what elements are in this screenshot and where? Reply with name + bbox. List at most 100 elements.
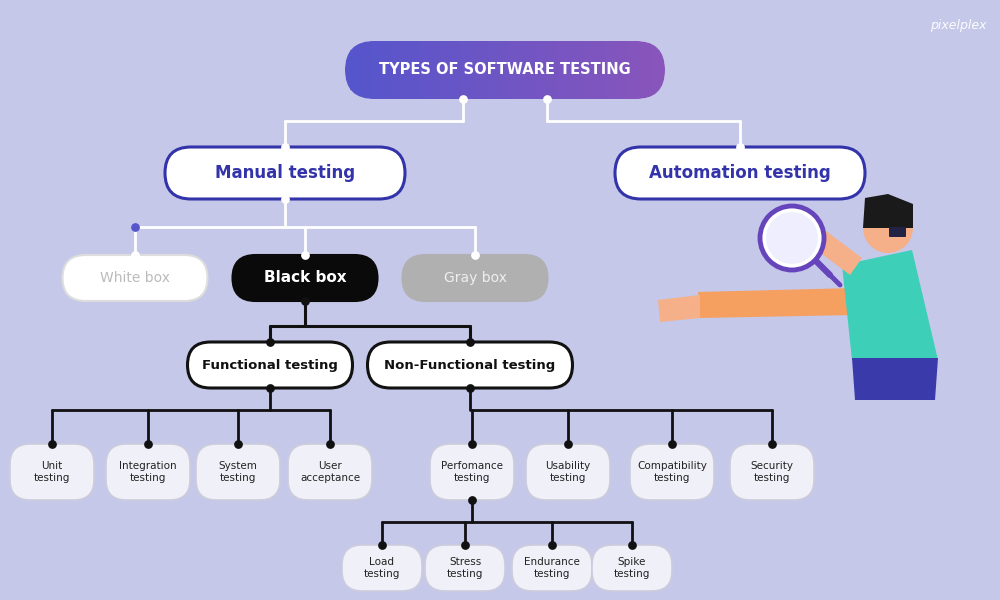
FancyBboxPatch shape: [288, 444, 372, 500]
FancyBboxPatch shape: [196, 444, 280, 500]
FancyBboxPatch shape: [553, 41, 559, 99]
FancyBboxPatch shape: [633, 41, 639, 99]
FancyBboxPatch shape: [350, 41, 356, 99]
FancyBboxPatch shape: [516, 41, 522, 99]
Text: Stress
testing: Stress testing: [447, 557, 483, 579]
Text: pixelplex: pixelplex: [930, 19, 987, 31]
FancyBboxPatch shape: [569, 41, 575, 99]
FancyBboxPatch shape: [188, 342, 353, 388]
FancyBboxPatch shape: [500, 41, 506, 99]
Text: Black box: Black box: [264, 271, 346, 286]
FancyBboxPatch shape: [574, 41, 580, 99]
FancyBboxPatch shape: [542, 41, 548, 99]
FancyBboxPatch shape: [414, 41, 420, 99]
FancyBboxPatch shape: [420, 41, 426, 99]
FancyBboxPatch shape: [612, 41, 618, 99]
FancyBboxPatch shape: [548, 41, 554, 99]
FancyBboxPatch shape: [644, 41, 650, 99]
FancyBboxPatch shape: [404, 41, 410, 99]
FancyBboxPatch shape: [564, 41, 570, 99]
Text: Integration
testing: Integration testing: [119, 461, 177, 483]
FancyBboxPatch shape: [425, 41, 431, 99]
FancyBboxPatch shape: [361, 41, 367, 99]
Text: Perfomance
testing: Perfomance testing: [441, 461, 503, 483]
FancyBboxPatch shape: [468, 41, 474, 99]
Text: Load
testing: Load testing: [364, 557, 400, 579]
Polygon shape: [863, 194, 913, 228]
FancyBboxPatch shape: [382, 41, 388, 99]
FancyBboxPatch shape: [342, 545, 422, 591]
Polygon shape: [698, 288, 855, 318]
FancyBboxPatch shape: [526, 41, 532, 99]
FancyBboxPatch shape: [345, 41, 351, 99]
Text: Gray box: Gray box: [444, 271, 507, 285]
FancyBboxPatch shape: [388, 41, 393, 99]
FancyBboxPatch shape: [606, 41, 612, 99]
FancyBboxPatch shape: [462, 41, 468, 99]
FancyBboxPatch shape: [505, 41, 511, 99]
Text: Non-Functional testing: Non-Functional testing: [384, 358, 556, 371]
FancyBboxPatch shape: [10, 444, 94, 500]
Circle shape: [766, 212, 818, 264]
FancyBboxPatch shape: [628, 41, 634, 99]
FancyBboxPatch shape: [660, 41, 666, 99]
FancyBboxPatch shape: [622, 41, 628, 99]
Text: Unit
testing: Unit testing: [34, 461, 70, 483]
FancyBboxPatch shape: [377, 41, 383, 99]
Polygon shape: [658, 295, 700, 322]
FancyBboxPatch shape: [441, 41, 447, 99]
Text: Compatibility
testing: Compatibility testing: [637, 461, 707, 483]
FancyBboxPatch shape: [537, 41, 543, 99]
FancyBboxPatch shape: [356, 41, 361, 99]
Circle shape: [760, 206, 824, 270]
FancyBboxPatch shape: [430, 444, 514, 500]
FancyBboxPatch shape: [596, 41, 602, 99]
FancyBboxPatch shape: [393, 41, 399, 99]
FancyBboxPatch shape: [345, 41, 665, 99]
FancyBboxPatch shape: [484, 41, 489, 99]
FancyBboxPatch shape: [368, 342, 572, 388]
FancyBboxPatch shape: [457, 41, 463, 99]
FancyBboxPatch shape: [232, 255, 377, 301]
FancyBboxPatch shape: [615, 147, 865, 199]
FancyBboxPatch shape: [580, 41, 586, 99]
FancyBboxPatch shape: [478, 41, 484, 99]
Text: Endurance
testing: Endurance testing: [524, 557, 580, 579]
FancyBboxPatch shape: [638, 41, 644, 99]
FancyBboxPatch shape: [398, 41, 404, 99]
FancyBboxPatch shape: [473, 41, 479, 99]
FancyBboxPatch shape: [446, 41, 452, 99]
FancyBboxPatch shape: [510, 41, 516, 99]
FancyBboxPatch shape: [532, 41, 538, 99]
FancyBboxPatch shape: [617, 41, 623, 99]
FancyBboxPatch shape: [730, 444, 814, 500]
Text: Security
testing: Security testing: [750, 461, 794, 483]
Polygon shape: [842, 250, 938, 360]
FancyBboxPatch shape: [63, 255, 208, 301]
FancyBboxPatch shape: [585, 41, 591, 99]
FancyBboxPatch shape: [425, 545, 505, 591]
FancyBboxPatch shape: [494, 41, 500, 99]
FancyBboxPatch shape: [601, 41, 607, 99]
Text: Spike
testing: Spike testing: [614, 557, 650, 579]
FancyBboxPatch shape: [165, 147, 405, 199]
Text: Manual testing: Manual testing: [215, 164, 355, 182]
FancyBboxPatch shape: [409, 41, 415, 99]
FancyBboxPatch shape: [106, 444, 190, 500]
FancyBboxPatch shape: [512, 545, 592, 591]
FancyBboxPatch shape: [452, 41, 458, 99]
Text: Usability
testing: Usability testing: [545, 461, 591, 483]
Text: System
testing: System testing: [219, 461, 257, 483]
Text: TYPES OF SOFTWARE TESTING: TYPES OF SOFTWARE TESTING: [379, 62, 631, 77]
FancyBboxPatch shape: [372, 41, 377, 99]
Text: Functional testing: Functional testing: [202, 358, 338, 371]
FancyBboxPatch shape: [558, 41, 564, 99]
FancyBboxPatch shape: [889, 227, 906, 237]
Text: White box: White box: [100, 271, 170, 285]
FancyBboxPatch shape: [436, 41, 442, 99]
FancyBboxPatch shape: [592, 545, 672, 591]
FancyBboxPatch shape: [630, 444, 714, 500]
FancyBboxPatch shape: [489, 41, 495, 99]
Polygon shape: [810, 228, 862, 275]
FancyBboxPatch shape: [526, 444, 610, 500]
